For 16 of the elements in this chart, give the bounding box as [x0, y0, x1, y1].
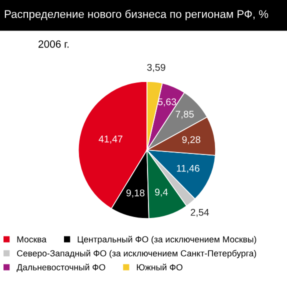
legend-label: Северо-Западный ФО (за исключением Санкт-Петербурга): [17, 250, 256, 258]
data-label: 9,18: [126, 189, 144, 198]
data-label: 2,54: [190, 208, 209, 217]
legend-label: Дальневосточный ФО: [16, 264, 106, 272]
data-label: 41,47: [98, 136, 122, 144]
data-label: 7,85: [176, 110, 194, 119]
legend-label: Центральный ФО (за исключением Москвы): [78, 236, 256, 244]
data-label: 9,4: [155, 188, 168, 197]
legend-label: Москва: [17, 236, 46, 242]
legend-label: Южный ФО: [136, 264, 182, 270]
chart-subtitle: 2006 г.: [38, 40, 69, 48]
data-label: 5,63: [158, 98, 176, 106]
data-label: 3,59: [147, 64, 166, 72]
data-label: 9,28: [182, 136, 200, 144]
data-label: 11,46: [176, 164, 200, 173]
chart-title: Распределение нового бизнеса по регионам РФ, %: [4, 10, 268, 20]
